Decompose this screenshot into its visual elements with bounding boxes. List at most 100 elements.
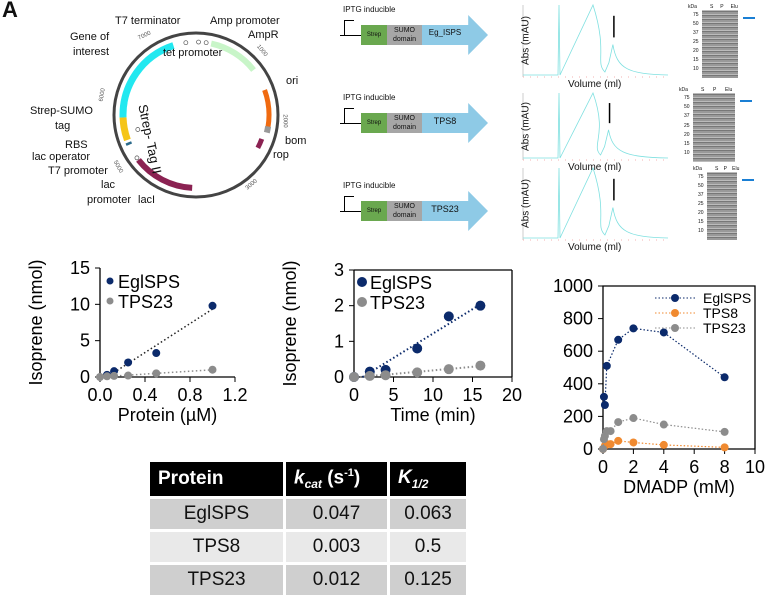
- legend-marker: [357, 297, 367, 307]
- kcat-unit: (s: [321, 467, 345, 489]
- data-point-eglsps: [602, 361, 611, 370]
- x-tick-label: 0.0: [87, 385, 112, 405]
- y-tick-label: 0: [334, 367, 344, 387]
- plasmid-feature-label: rop: [273, 149, 289, 161]
- feature-marker: [134, 155, 140, 161]
- data-point-eglsps: [124, 358, 133, 367]
- gel-lane-label: P: [723, 166, 727, 172]
- gel-unit-label: kDa: [679, 87, 688, 93]
- x-tick-label: 0: [598, 457, 608, 477]
- data-point-eglsps: [659, 328, 668, 337]
- data-point-tps23: [364, 370, 375, 381]
- kinetics-table: Protein kcat (s-1) K1/2 EglSPS 0.047 0.063…: [150, 462, 469, 595]
- x-tick-label: 5: [388, 385, 398, 405]
- table-row: EglSPS 0.047 0.063: [150, 496, 469, 531]
- promoter-line: [344, 196, 345, 211]
- data-point-tps23: [475, 360, 486, 371]
- table-header: Protein kcat (s-1) K1/2: [150, 462, 469, 498]
- inducer-label: IPTG inducible: [343, 93, 396, 102]
- sumo-domain-box: SUMO domain: [387, 25, 422, 45]
- data-point-eglsps: [412, 343, 423, 354]
- data-point-tps8: [606, 440, 615, 449]
- data-point-eglsps: [110, 367, 119, 376]
- promoter-line: [344, 20, 345, 35]
- chromatogram-xlabel: Volume (ml): [568, 79, 622, 90]
- data-point-tps23: [599, 435, 608, 444]
- trendline: [99, 369, 213, 378]
- cell: 0.125: [388, 562, 469, 595]
- data-point-eglsps: [152, 349, 161, 358]
- legend-label: TPS8: [703, 305, 738, 321]
- x-axis-label: DMADP (mM): [623, 477, 735, 497]
- gel-marker-label: 37: [693, 30, 699, 37]
- data-point-tps8: [599, 445, 607, 453]
- gel-lane-label: Elu: [732, 166, 740, 172]
- gene-label: TPS8: [433, 116, 457, 126]
- plasmid-feature-label: lac operator: [32, 151, 91, 163]
- series-line: [602, 440, 725, 450]
- y-tick-label: 2: [334, 296, 344, 316]
- x-tick-label: 0.8: [177, 385, 202, 405]
- legend-label: EglSPS: [118, 272, 180, 292]
- x-tick-label: 20: [502, 385, 522, 405]
- domain-label: domain: [393, 36, 416, 43]
- feature-marker: [196, 39, 201, 45]
- plasmid-feature-label: lac: [101, 179, 116, 191]
- trendline: [359, 365, 481, 378]
- gel-marker-label: 50: [698, 183, 704, 190]
- sumo-label: SUMO: [394, 115, 415, 122]
- cell: TPS23: [150, 562, 286, 595]
- construct-2: IPTG inducible Strep SUMO domain TPS23: [340, 176, 500, 246]
- plasmid-feature-label: Gene of: [70, 31, 110, 43]
- sumo-label: SUMO: [394, 203, 415, 210]
- gene-label: Eg_ISPS: [428, 28, 462, 37]
- y-tick-label: 0: [583, 439, 593, 459]
- data-point-eglsps: [380, 364, 391, 375]
- chromatogram-trace: [523, 3, 669, 76]
- cell: EglSPS: [150, 496, 286, 531]
- data-point-tps23: [602, 427, 611, 436]
- legend-marker: [671, 294, 679, 302]
- khalf-symbol: K: [398, 467, 412, 489]
- plasmid-feature-label: Strep-SUMO: [30, 105, 93, 117]
- gel-marker-label: 25: [693, 39, 699, 46]
- data-point-eglsps: [599, 392, 608, 401]
- cell: 0.5: [388, 529, 469, 564]
- gel-marker-label: 37: [698, 192, 704, 199]
- sumo-label: SUMO: [394, 27, 415, 34]
- gel-lane-label: Elu: [730, 4, 738, 10]
- data-point-tps23: [152, 369, 161, 378]
- kcat-subscript: cat: [304, 477, 322, 492]
- strep-tag-box: Strep: [361, 113, 387, 133]
- y-tick-label: 15: [70, 258, 90, 278]
- data-point-tps23: [614, 418, 623, 427]
- gel-marker-label: 25: [698, 201, 704, 208]
- data-point-eglsps: [600, 400, 609, 409]
- data-point-tps23: [412, 367, 423, 378]
- table-row: TPS23 0.012 0.125: [150, 562, 469, 595]
- y-tick-label: 0: [80, 367, 90, 387]
- gel-marker-label: 10: [693, 66, 699, 73]
- y-tick-label: 1: [334, 331, 344, 351]
- y-tick-label: 3: [334, 260, 344, 280]
- cell: 0.047: [284, 496, 390, 531]
- strep-tag-box: Strep: [361, 201, 387, 221]
- kcat-unit-close: ): [353, 467, 361, 489]
- gel-marker-label: 75: [684, 95, 690, 101]
- dna-line: [340, 123, 361, 124]
- data-point-eglsps: [629, 324, 638, 333]
- y-tick-label: 10: [70, 294, 90, 314]
- x-tick-label: 0.4: [132, 385, 157, 405]
- gel-marker-label: 15: [684, 141, 690, 147]
- y-tick-label: 1000: [553, 276, 593, 296]
- ampr-arc: [210, 40, 256, 72]
- x-tick-label: 0: [349, 385, 359, 405]
- data-point-tps8: [659, 440, 668, 449]
- sumo-domain-box: SUMO domain: [387, 201, 422, 221]
- gel-unit-label: kDa: [688, 4, 697, 10]
- cell: 0.012: [284, 562, 390, 595]
- inducer-label: IPTG inducible: [343, 5, 396, 14]
- chromatogram-ylabel: Abs (mAU): [520, 179, 532, 228]
- data-point-tps8: [600, 441, 609, 450]
- legend-label: TPS23: [118, 292, 173, 312]
